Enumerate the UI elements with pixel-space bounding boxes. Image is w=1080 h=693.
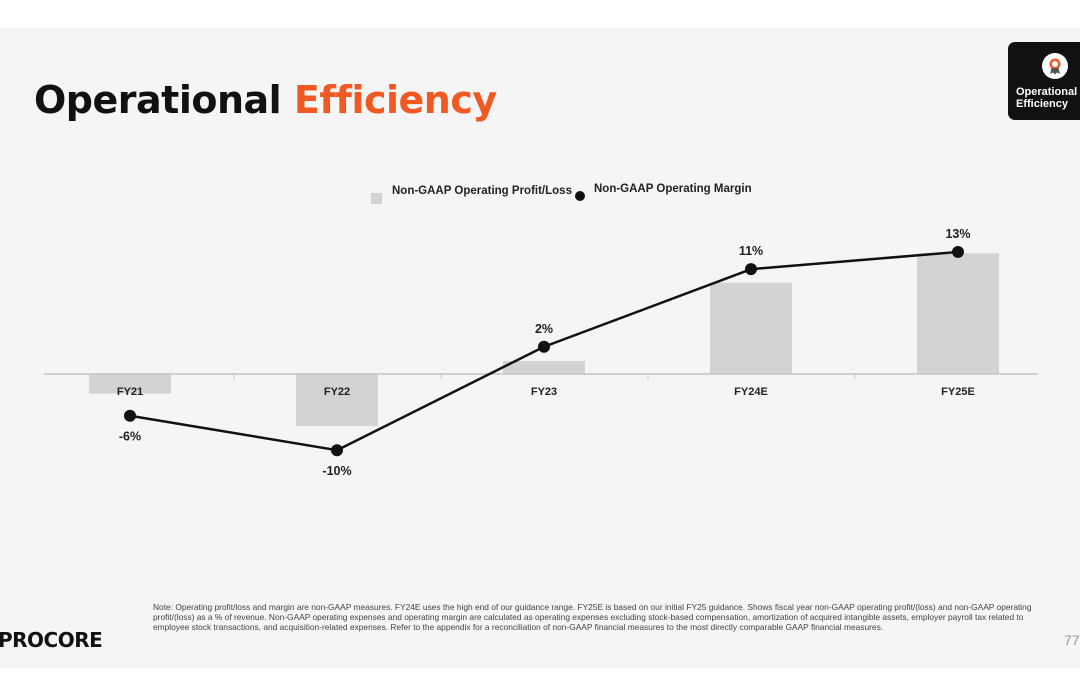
x-tick-label-fy24e: FY24E: [734, 386, 768, 398]
margin-point-fy25e: [952, 245, 964, 258]
badge-line-2: Efficiency: [1016, 98, 1068, 110]
margin-point-fy21: [124, 409, 136, 422]
legend-swatch-bar: [371, 193, 382, 204]
x-tick-label-fy25e: FY25E: [941, 386, 975, 398]
page-title: Operational Efficiency: [34, 78, 497, 122]
page-number: 77: [1064, 632, 1080, 648]
margin-point-fy22: [331, 444, 343, 457]
badge-label: Operational Efficiency: [1016, 86, 1080, 110]
x-tick-label-fy22: FY22: [324, 386, 350, 398]
legend-label-bar: Non-GAAP Operating Profit/Loss: [392, 185, 572, 197]
bar-fy23: [503, 360, 585, 374]
margin-label-fy22: -10%: [322, 464, 351, 478]
footnote: Note: Operating profit/loss and margin a…: [153, 602, 1032, 633]
margin-point-fy24e: [745, 263, 757, 276]
title-main: Operational: [34, 78, 282, 122]
procore-logo: PROCORE: [0, 628, 103, 652]
bar-fy24e: [710, 282, 792, 374]
legend-label-line: Non-GAAP Operating Margin: [594, 183, 752, 195]
margin-point-fy23: [538, 340, 550, 353]
margin-label-fy21: -6%: [119, 430, 141, 444]
x-tick-label-fy21: FY21: [117, 386, 143, 398]
x-tick-label-fy23: FY23: [531, 386, 557, 398]
title-accent: Efficiency: [293, 78, 497, 122]
margin-label-fy23: 2%: [535, 322, 553, 336]
margin-label-fy24e: 11%: [739, 244, 763, 258]
bar-fy21: [89, 374, 171, 394]
section-badge[interactable]: Operational Efficiency: [1008, 42, 1080, 120]
bar-fy22: [296, 374, 378, 427]
award-icon: [1042, 53, 1068, 79]
legend-marker-line: [575, 191, 585, 201]
badge-line-1: Operational: [1016, 86, 1078, 98]
bar-fy25e: [917, 253, 999, 374]
margin-label-fy25e: 13%: [945, 227, 970, 241]
